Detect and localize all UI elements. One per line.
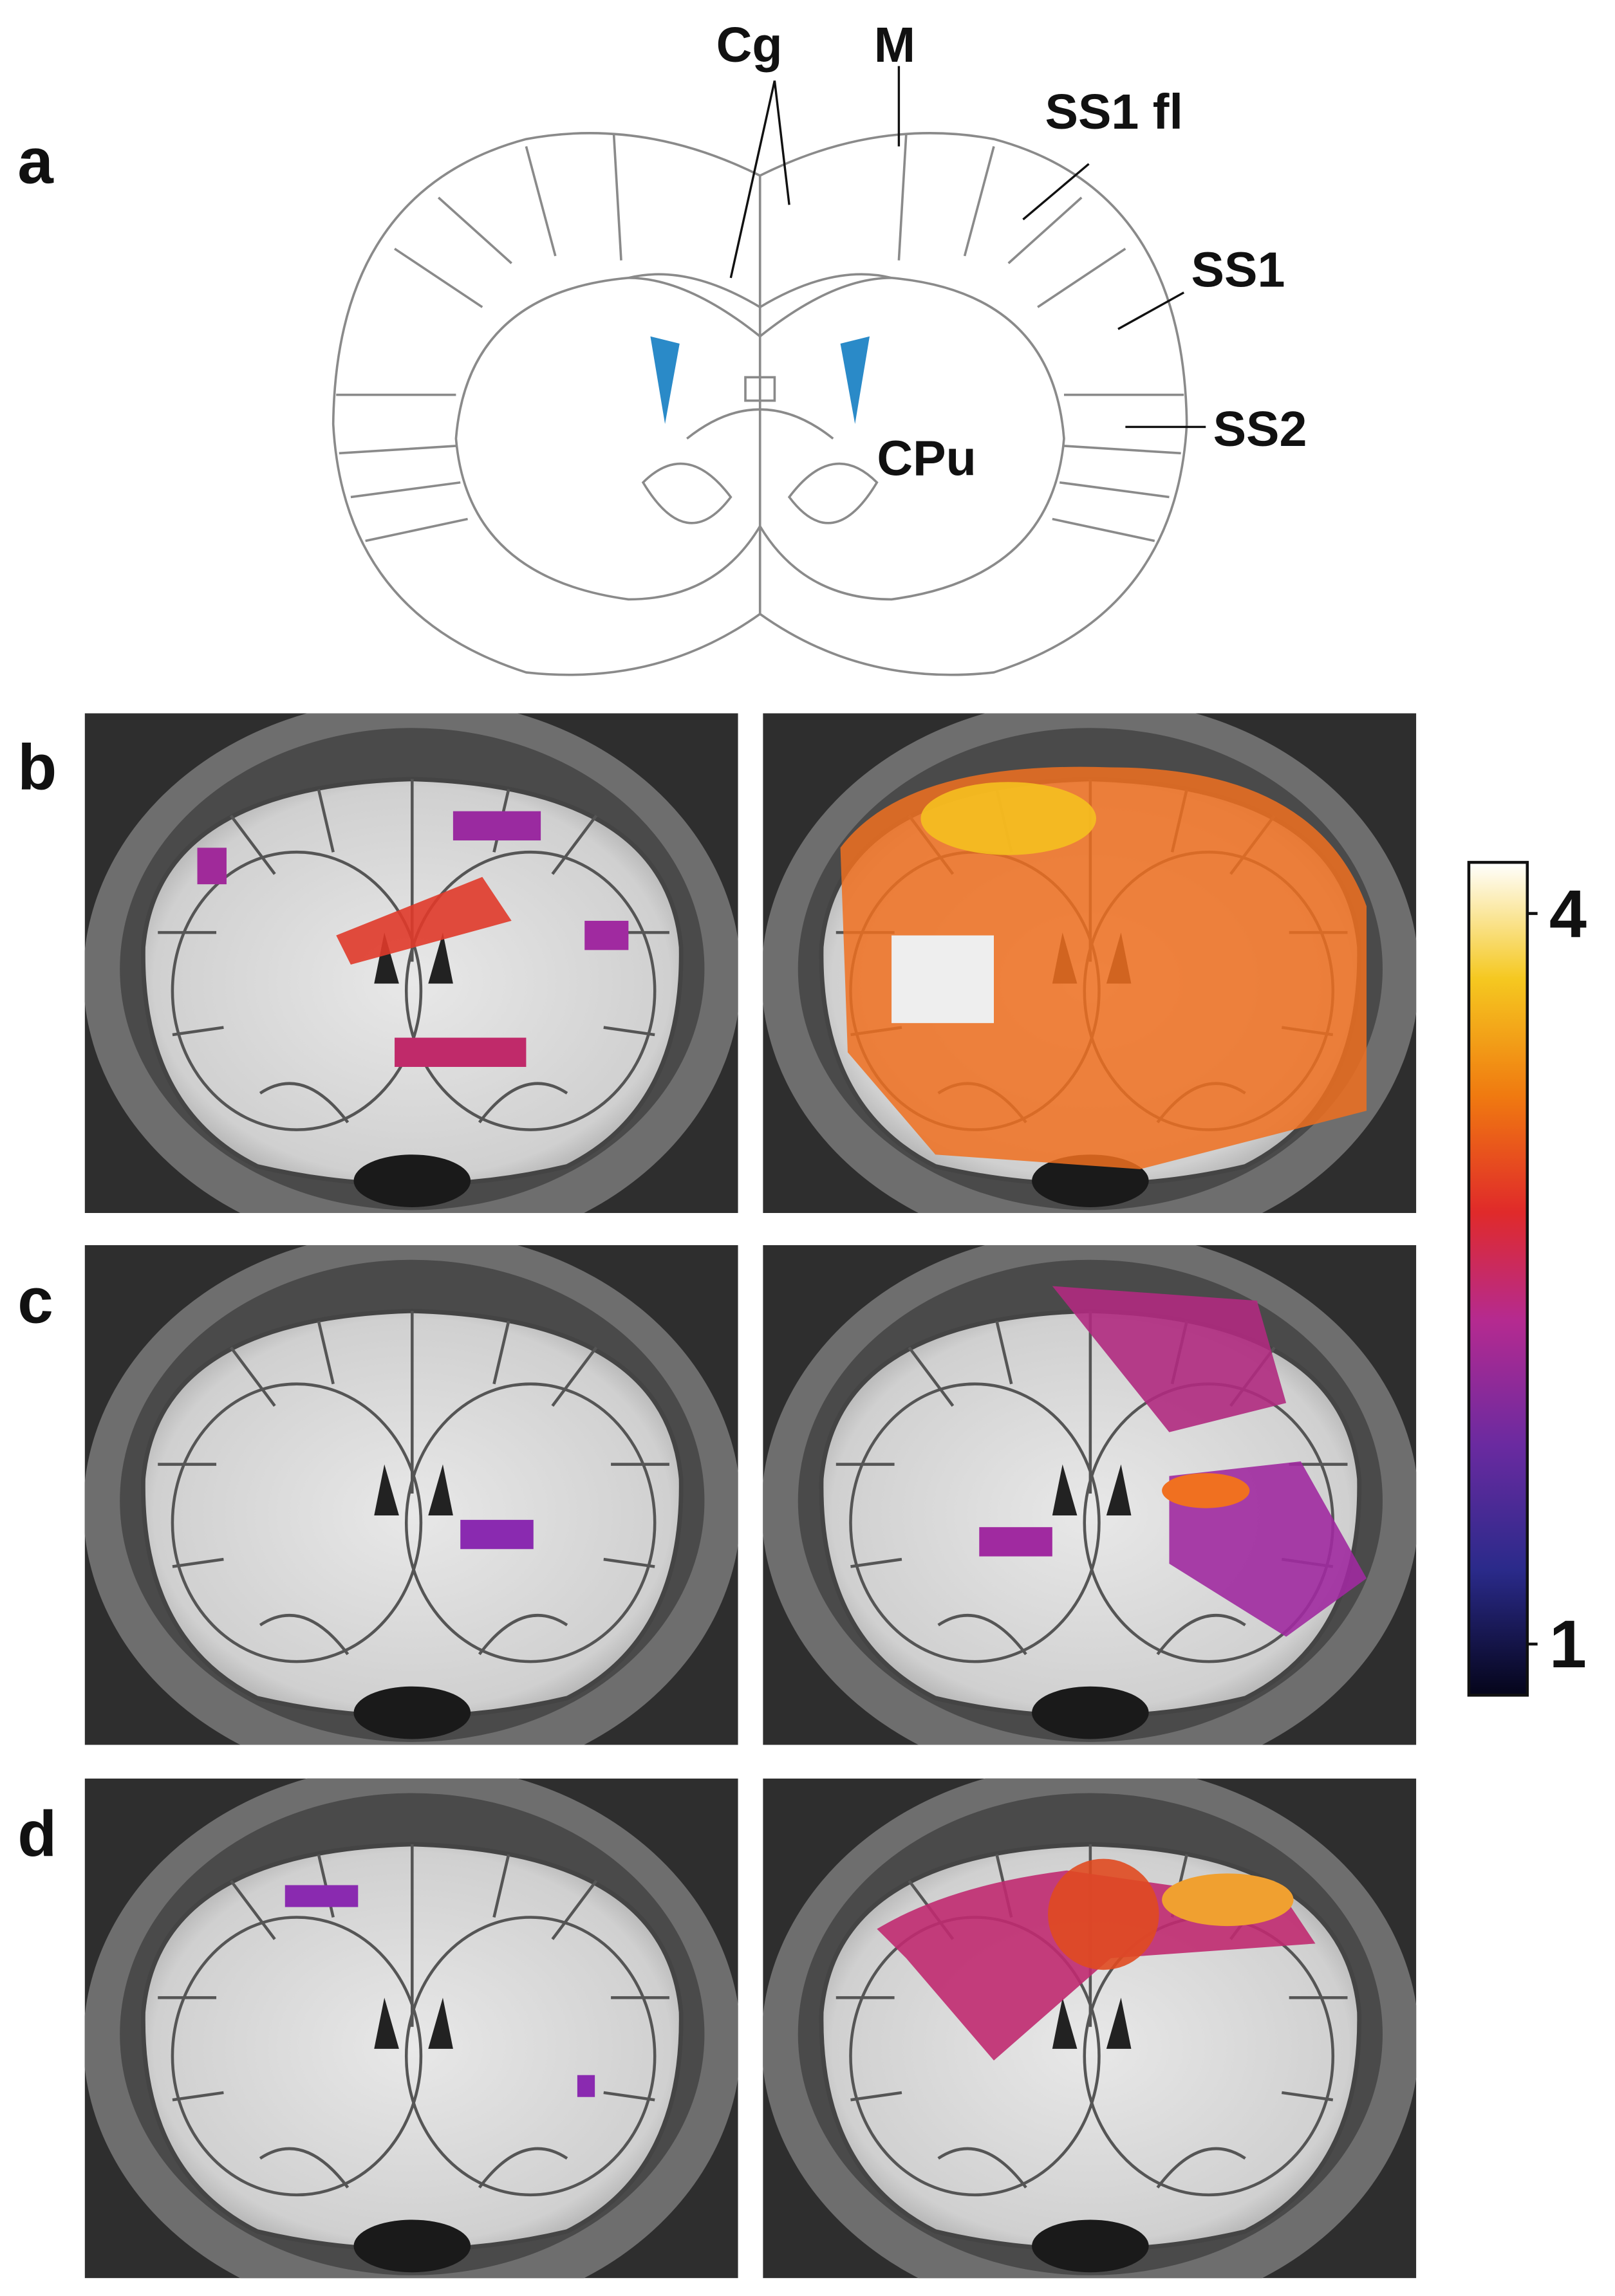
colorbar-scale — [1467, 860, 1529, 1697]
region-label: Cg — [716, 17, 783, 73]
panel-label: c — [17, 1265, 53, 1337]
panel-label: b — [17, 732, 57, 804]
panel-label: a — [17, 125, 54, 197]
leader-line — [1117, 292, 1185, 330]
region-label: SS1 — [1191, 242, 1285, 297]
leader-line — [773, 80, 790, 205]
mri-panel — [83, 1230, 741, 1786]
colorbar: 14 — [1467, 860, 1587, 1697]
mri-panel — [83, 1764, 741, 2296]
leader-line — [729, 80, 776, 279]
region-label: SS1 fl — [1045, 84, 1183, 140]
colorbar-tick-label: 1 — [1549, 1607, 1587, 1682]
mri-panel — [83, 699, 741, 1254]
mri-panel — [761, 699, 1419, 1254]
region-label: M — [874, 17, 915, 73]
panel-label: d — [17, 1799, 57, 1870]
region-label: CPu — [877, 430, 976, 486]
mri-panel — [761, 1764, 1419, 2296]
mri-panel — [761, 1230, 1419, 1786]
region-label: SS2 — [1213, 402, 1307, 457]
colorbar-tick-label: 4 — [1549, 876, 1587, 952]
leader-line — [1022, 163, 1090, 221]
atlas-drawing — [331, 132, 1188, 676]
